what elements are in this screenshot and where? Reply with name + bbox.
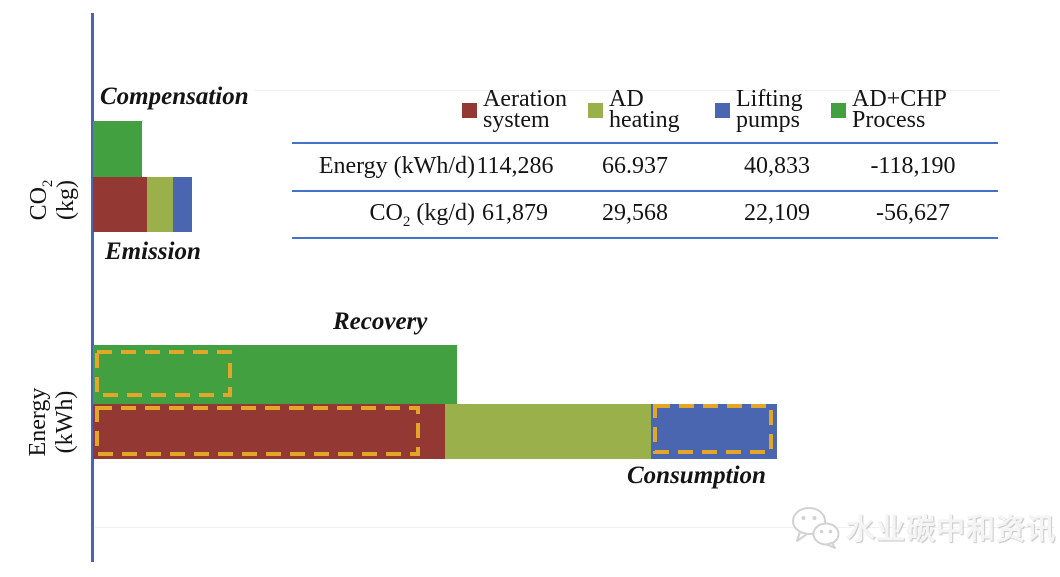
y-axis-line — [91, 13, 94, 562]
co2-axis-label-line2: (kg) — [53, 180, 79, 220]
table-rule-top — [292, 142, 998, 144]
co2-emission-row — [93, 177, 192, 232]
emission-label: Emission — [105, 238, 201, 265]
energy-recovery-bar — [93, 345, 457, 404]
energy-consumption-row — [93, 404, 777, 459]
recovery-label: Recovery — [333, 308, 428, 335]
legend-item-aeration: Aeration system — [462, 87, 567, 133]
energy-value-aeration: 114,286 — [476, 153, 554, 179]
co2-value-ad-chp: -56,627 — [876, 200, 950, 226]
co2-value-ad-heating: 29,568 — [602, 200, 668, 226]
compensation-label: Compensation — [100, 83, 249, 110]
legend-item-lifting-pumps: Lifting pumps — [715, 87, 803, 133]
co2-value-lifting: 22,109 — [744, 200, 810, 226]
row-label-co2: CO2 (kg/d) — [369, 200, 476, 230]
legend-item-ad-chp: AD+CHP Process — [831, 87, 947, 133]
co2-emission-bar-aeration — [93, 177, 147, 232]
wechat-logo-icon — [792, 507, 840, 549]
watermark-text: 水业碳中和资讯 — [846, 512, 1057, 546]
energy-axis-label-line2: (kWh) — [52, 390, 78, 454]
legend-label: Lifting pumps — [736, 86, 803, 133]
consumption-label: Consumption — [627, 462, 766, 489]
energy-axis-label: Energy (kWh) — [24, 367, 80, 477]
energy-value-ad-heating: 66.937 — [602, 153, 668, 179]
faint-gridline-top — [255, 90, 1000, 91]
co2-axis-label-line1: CO2 — [26, 179, 56, 221]
table-row-co2: CO2 (kg/d) 61,879 29,568 22,109 -56,627 — [292, 190, 987, 237]
co2-compensation-bar — [93, 121, 142, 177]
ad-heating-swatch-icon — [588, 102, 603, 118]
legend-label: AD+CHP Process — [852, 86, 947, 133]
legend-table: Aeration system AD heating Lifting pumps AD… — [292, 80, 998, 240]
ad-chp-swatch-icon — [831, 102, 846, 118]
co2-axis-label: CO2 (kg) — [25, 145, 81, 255]
aeration-swatch-icon — [462, 102, 477, 118]
watermark: 水业碳中和资讯 — [790, 503, 1056, 551]
co2-emission-bar-lifting — [173, 177, 192, 232]
lifting-pumps-swatch-icon — [715, 102, 730, 118]
co2-value-aeration: 61,879 — [482, 200, 548, 226]
legend-item-ad-heating: AD heating — [588, 87, 680, 133]
faint-gridline-bottom — [95, 527, 1055, 528]
energy-consumption-bar-lifting — [651, 404, 777, 459]
legend-label: AD heating — [609, 86, 680, 133]
energy-value-ad-chp: -118,190 — [870, 153, 956, 179]
energy-consumption-bar-aeration — [93, 404, 445, 459]
energy-value-lifting: 40,833 — [744, 153, 810, 179]
table-rule-middle — [292, 190, 998, 192]
row-label-energy: Energy (kWh/d) — [318, 153, 475, 179]
table-row-energy: Energy (kWh/d) 114,286 66.937 40,833 -11… — [292, 143, 987, 190]
legend-label: Aeration system — [483, 86, 567, 133]
co2-emission-bar-ad-heating — [147, 177, 173, 232]
energy-consumption-bar-ad-heating — [445, 404, 651, 459]
table-rule-bottom — [292, 237, 998, 239]
energy-axis-label-line1: Energy — [25, 387, 51, 457]
